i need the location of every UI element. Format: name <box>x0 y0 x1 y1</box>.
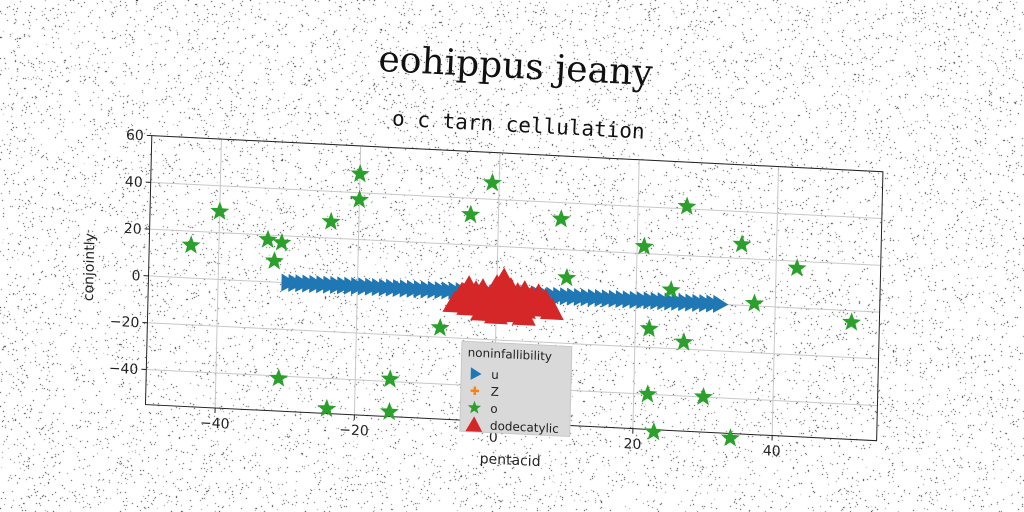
series-o-point <box>661 280 681 299</box>
series-u-point <box>712 294 729 313</box>
series-o-point <box>732 234 752 253</box>
y-axis-label: conjointly <box>81 233 99 302</box>
grid-line-x <box>214 139 222 409</box>
series-o-point <box>350 164 370 183</box>
series-o-point <box>181 235 201 254</box>
legend-marker-o <box>467 400 482 414</box>
series-o-point <box>482 172 502 192</box>
series-dodecatylic-point <box>456 275 481 298</box>
series-o-point <box>264 251 284 270</box>
grid-line-y <box>150 181 882 220</box>
series-o-point <box>634 236 654 255</box>
y-tick-label: 0 <box>131 268 140 284</box>
legend-title: noninfallibility <box>468 345 553 363</box>
data-marks <box>181 164 862 447</box>
legend-marker-u <box>470 367 482 380</box>
legend-marker-z <box>470 386 480 396</box>
x-axis-label: pentacid <box>480 451 541 470</box>
series-o-point <box>551 209 571 228</box>
chart-title: eohippus jeany <box>378 39 655 94</box>
y-ticks: −40 −20 0 20 40 60 <box>109 127 152 378</box>
series-o-point <box>720 428 740 447</box>
x-tick-label: 0 <box>489 430 498 446</box>
series-o-point <box>644 421 664 441</box>
x-tick-label: −20 <box>339 422 369 439</box>
series-o-point <box>210 201 230 220</box>
legend-label-z: Z <box>491 385 500 399</box>
y-tick-label: 40 <box>125 174 143 191</box>
legend-label-o: o <box>490 402 498 416</box>
series-o-point <box>430 317 450 337</box>
series-o-point <box>349 189 370 209</box>
series-o-point <box>638 384 658 403</box>
series-o-point <box>269 368 289 387</box>
series-o-point <box>744 293 764 312</box>
legend-box <box>459 340 573 438</box>
y-tick-label: −40 <box>109 361 139 378</box>
legend-label-dodecatylic: dodecatylic <box>490 419 559 436</box>
grid-line-x <box>632 159 640 429</box>
series-o-point <box>272 232 292 252</box>
series-o-point <box>557 267 577 287</box>
series-o-point <box>674 332 694 351</box>
y-tick-label: 20 <box>124 221 142 238</box>
series-o-point <box>677 196 697 215</box>
legend-marker-dodecatylic <box>465 416 483 432</box>
series-o-point <box>321 211 341 231</box>
series-dodecatylic-point <box>511 303 536 326</box>
x-tick-label: 20 <box>623 436 641 453</box>
series-dodecatylic-point <box>512 280 537 303</box>
plot-area: −40 −20 0 20 40 −40 −20 0 20 40 60 pentacid conjo… <box>81 127 884 470</box>
series-o-point <box>693 387 713 406</box>
series-dodecatylic-point <box>491 267 516 290</box>
series-o-point <box>379 401 399 421</box>
series-o-point <box>639 318 659 338</box>
series-dodecatylic-point <box>470 299 495 322</box>
grid-line-y <box>149 228 881 266</box>
series-dodecatylic-point <box>526 283 551 306</box>
chart-subtitle: o c tarn cellulation <box>391 106 645 143</box>
grid-line-x <box>771 166 779 436</box>
y-tick-label: −20 <box>110 314 140 331</box>
y-tick-label: 60 <box>126 127 144 144</box>
x-tick-label: −40 <box>200 415 230 432</box>
grid-line-y <box>147 322 879 360</box>
legend: noninfallibility uZo dodecatylic <box>459 340 573 438</box>
series-o-point <box>787 258 807 277</box>
series-o-point <box>842 312 862 331</box>
series-o-point <box>380 369 400 388</box>
series-dodecatylic-point <box>497 300 522 323</box>
series-o <box>181 164 862 447</box>
x-ticks: −40 −20 0 20 40 <box>200 407 781 460</box>
series-o-point <box>258 229 278 249</box>
series-dodecatylic <box>442 267 564 326</box>
x-tick-label: 40 <box>763 443 781 460</box>
legend-label-u: u <box>491 368 499 382</box>
series-o-point <box>317 398 337 418</box>
series-o-point <box>461 204 481 223</box>
